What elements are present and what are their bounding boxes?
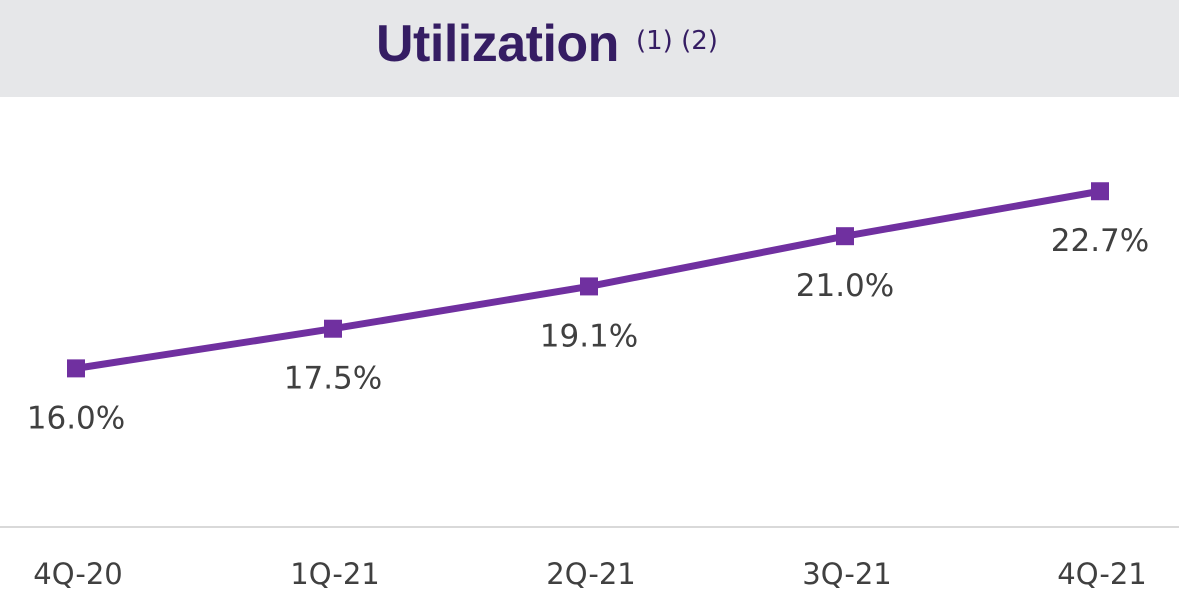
- data-point-marker: [1091, 182, 1109, 201]
- x-tick-label: 4Q-21: [1057, 557, 1146, 591]
- x-tick-label: 3Q-21: [802, 557, 891, 591]
- chart-header: Utilization (1) (2): [0, 0, 1179, 97]
- data-point-marker: [67, 359, 85, 378]
- data-label: 22.7%: [1051, 223, 1149, 259]
- x-tick-label: 2Q-21: [546, 557, 635, 591]
- data-point-marker: [836, 227, 854, 246]
- data-point-marker: [324, 319, 342, 338]
- data-label: 21.0%: [796, 268, 894, 304]
- chart-title: Utilization: [376, 15, 619, 73]
- data-label: 19.1%: [540, 318, 638, 354]
- footnote-refs: (1) (2): [636, 26, 718, 56]
- data-point-marker: [580, 277, 598, 296]
- x-tick-label: 4Q-20: [33, 557, 122, 591]
- data-label: 16.0%: [27, 400, 125, 436]
- x-tick-label: 1Q-21: [290, 557, 379, 591]
- data-label: 17.5%: [284, 361, 382, 397]
